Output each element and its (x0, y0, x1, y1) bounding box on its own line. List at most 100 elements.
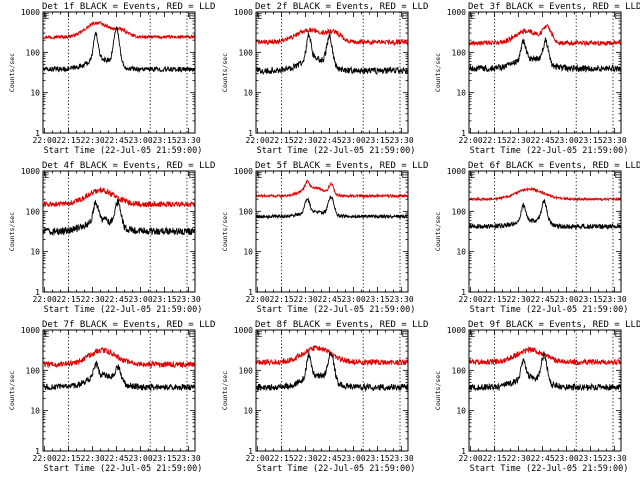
y-tick-label: 100 (26, 48, 41, 57)
x-tick-label: 23:30 (177, 136, 201, 145)
y-tick-label: 100 (26, 366, 41, 375)
y-tick-label: 10 (456, 89, 466, 98)
y-tick-label: 10 (243, 407, 253, 416)
x-tick-label: 22:00 (459, 454, 483, 463)
x-tick-label: 22:30 (294, 295, 318, 304)
lld-series-line (468, 186, 622, 203)
marker-label: E (258, 171, 263, 180)
marker-label: E (615, 330, 620, 339)
x-tick-label: 23:15 (153, 454, 177, 463)
plot-frame (468, 170, 622, 293)
y-tick-label: 100 (26, 207, 41, 216)
x-tick-label: 22:00 (33, 295, 57, 304)
y-tick-label: 100 (239, 207, 254, 216)
panel-title: Det 1f BLACK = Events, RED = LLD (42, 2, 215, 12)
plot-frame (255, 11, 409, 134)
x-tick-label: 22:45 (318, 295, 342, 304)
x-tick-label: 22:15 (270, 295, 294, 304)
x-tick-label: 22:00 (33, 136, 57, 145)
x-tick-label: 23:30 (603, 295, 627, 304)
x-tick-label: 23:00 (555, 136, 579, 145)
x-tick-label: 23:30 (603, 454, 627, 463)
y-tick-label: 10 (243, 89, 253, 98)
plot-frame (255, 170, 409, 293)
y-tick-label: 1 (461, 447, 466, 456)
x-tick-label: 22:15 (483, 136, 507, 145)
x-tick-label: 22:45 (531, 295, 555, 304)
x-axis-label: Start Time (22-Jul-05 21:59:00) (257, 146, 416, 156)
lld-series-line (255, 179, 409, 199)
x-tick-label: 22:30 (507, 454, 531, 463)
y-tick-label: 1 (35, 288, 40, 297)
x-tick-label: 23:15 (579, 136, 603, 145)
x-tick-label: 23:00 (555, 295, 579, 304)
x-tick-label: 23:00 (129, 136, 153, 145)
x-axis-label: Start Time (22-Jul-05 21:59:00) (44, 146, 203, 156)
plot-frame (255, 329, 409, 452)
y-tick-label: 1 (461, 129, 466, 138)
x-tick-label: 23:15 (366, 295, 390, 304)
x-tick-label: 23:00 (342, 136, 366, 145)
y-tick-label: 100 (452, 48, 467, 57)
x-tick-label: 22:00 (246, 454, 270, 463)
y-tick-label: 10 (30, 407, 40, 416)
x-tick-label: 23:00 (129, 295, 153, 304)
y-tick-label: 1 (248, 447, 253, 456)
y-tick-label: 1000 (21, 167, 40, 176)
x-tick-label: 23:15 (153, 136, 177, 145)
x-tick-label: 22:00 (246, 136, 270, 145)
x-tick-label: 22:45 (105, 136, 129, 145)
y-axis-label: Counts/sec (434, 212, 442, 251)
marker-label: E (402, 330, 407, 339)
y-tick-label: 1000 (21, 326, 40, 335)
y-tick-label: 10 (30, 248, 40, 257)
x-tick-label: 22:15 (57, 295, 81, 304)
y-tick-label: 1000 (234, 167, 253, 176)
lld-series-line (42, 347, 196, 369)
y-tick-label: 100 (452, 207, 467, 216)
x-tick-label: 22:30 (294, 136, 318, 145)
x-tick-label: 23:30 (390, 136, 414, 145)
y-tick-label: 10 (456, 248, 466, 257)
panel-title: Det 6f BLACK = Events, RED = LLD (468, 161, 640, 171)
x-tick-label: 22:00 (246, 295, 270, 304)
x-tick-label: 22:45 (531, 136, 555, 145)
plot-frame (42, 329, 196, 452)
events-series-line (42, 26, 196, 74)
x-tick-label: 22:15 (57, 454, 81, 463)
x-tick-label: 23:15 (579, 295, 603, 304)
plot-frame (42, 170, 196, 293)
y-tick-label: 100 (452, 366, 467, 375)
events-series-line (42, 198, 196, 237)
panel-title: Det 7f BLACK = Events, RED = LLD (42, 320, 215, 330)
y-tick-label: 1000 (447, 8, 466, 17)
x-tick-label: 22:30 (507, 136, 531, 145)
events-series-line (255, 32, 409, 76)
y-axis-label: Counts/sec (8, 53, 16, 92)
y-axis-label: Counts/sec (221, 212, 229, 251)
marker-label: E (402, 171, 407, 180)
x-tick-label: 22:00 (33, 454, 57, 463)
marker-label: E (471, 171, 476, 180)
marker-label: E (402, 12, 407, 21)
y-tick-label: 1 (248, 288, 253, 297)
x-tick-label: 22:15 (483, 454, 507, 463)
x-tick-label: 22:45 (105, 454, 129, 463)
marker-label: E (258, 330, 263, 339)
y-tick-label: 10 (30, 89, 40, 98)
y-axis-label: Counts/sec (434, 53, 442, 92)
x-tick-label: 22:30 (294, 454, 318, 463)
x-axis-label: Start Time (22-Jul-05 21:59:00) (470, 305, 629, 315)
x-tick-label: 22:00 (459, 136, 483, 145)
x-tick-label: 23:15 (579, 454, 603, 463)
x-tick-label: 23:30 (177, 295, 201, 304)
events-series-line (468, 198, 622, 231)
x-tick-label: 23:00 (129, 454, 153, 463)
y-axis-label: Counts/sec (8, 371, 16, 410)
x-axis-label: Start Time (22-Jul-05 21:59:00) (470, 146, 629, 156)
x-axis-label: Start Time (22-Jul-05 21:59:00) (257, 305, 416, 315)
y-axis-label: Counts/sec (221, 371, 229, 410)
